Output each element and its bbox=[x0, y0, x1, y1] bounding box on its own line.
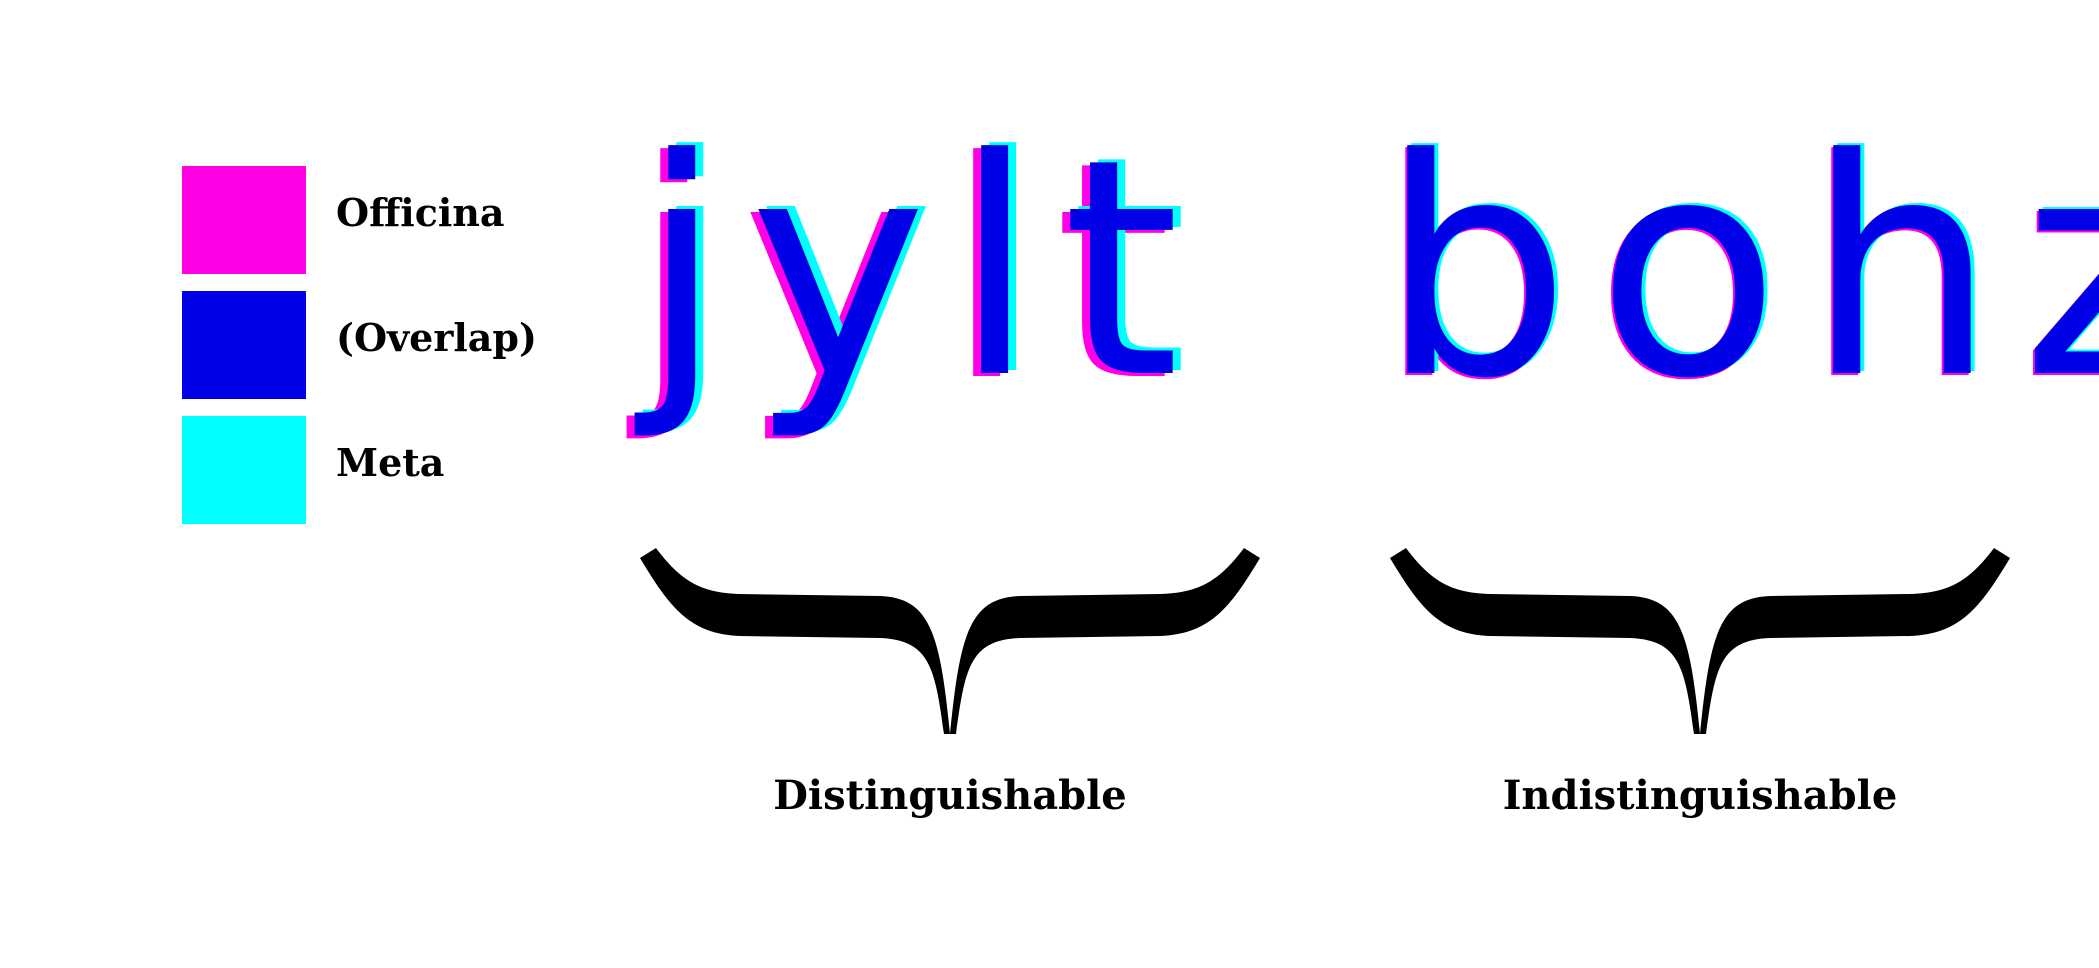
left-brace-shape bbox=[640, 548, 1260, 734]
officina-swatch bbox=[182, 166, 306, 274]
overlap-glyphs-bohz: bohz bbox=[1380, 95, 2099, 444]
officina-glyphs-jylt: jylt bbox=[632, 98, 1198, 447]
meta-swatch bbox=[182, 416, 306, 524]
right-curly-brace bbox=[1390, 548, 2010, 734]
caption-distinguishable: Distinguishable bbox=[773, 772, 1127, 819]
overlap-label: (Overlap) bbox=[336, 315, 537, 360]
letters-distinguishable: jylt jylt jylt bbox=[632, 92, 1340, 540]
meta-glyphs-jylt: jylt bbox=[648, 92, 1214, 441]
left-curly-brace bbox=[640, 548, 1260, 734]
overlap-glyphs-jylt: jylt bbox=[640, 95, 1206, 444]
letters-indistinguishable: bohz bohz bohz bbox=[1378, 118, 2099, 540]
overlap-swatch bbox=[182, 291, 306, 399]
officina-label: Officina bbox=[336, 190, 505, 235]
officina-glyphs-bohz: bohz bbox=[1378, 97, 2099, 446]
meta-label: Meta bbox=[336, 440, 445, 485]
caption-indistinguishable: Indistinguishable bbox=[1502, 772, 1898, 819]
right-brace-shape bbox=[1390, 548, 2010, 734]
meta-glyphs-bohz: bohz bbox=[1384, 93, 2099, 442]
